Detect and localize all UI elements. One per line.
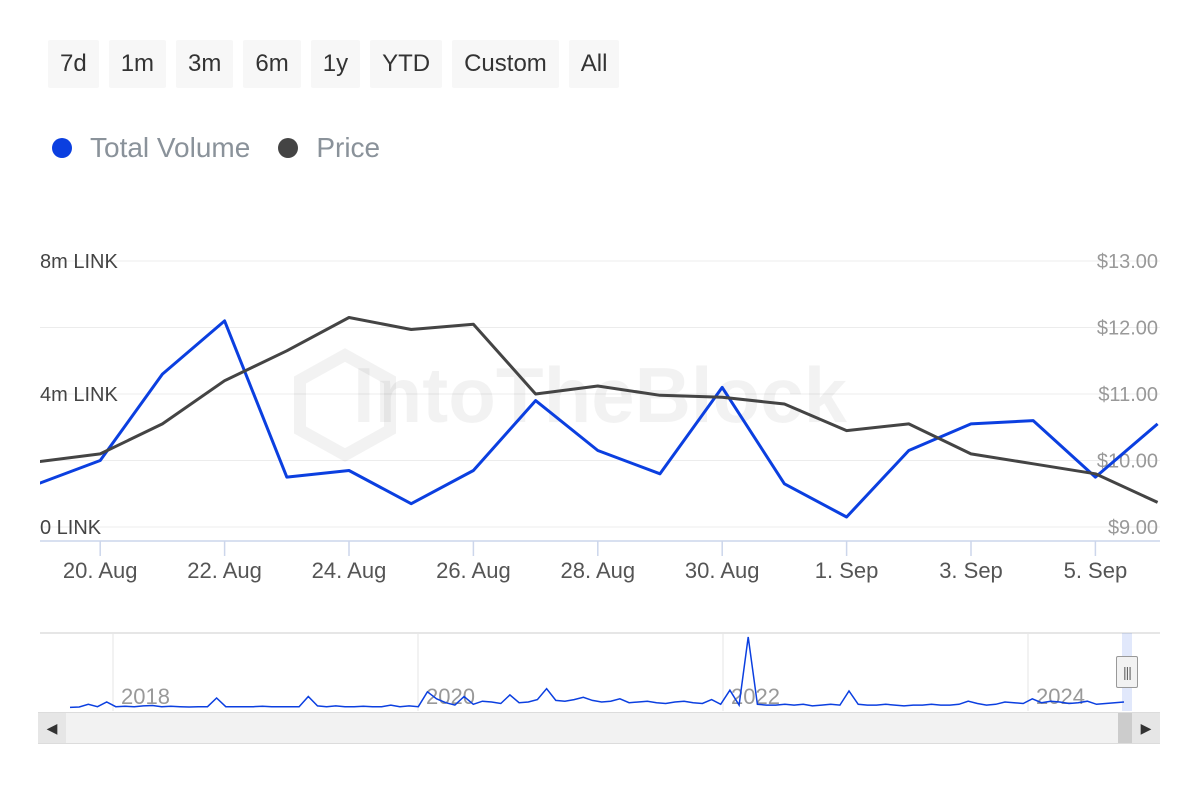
range-button-1y[interactable]: 1y <box>310 40 361 88</box>
range-button-3m[interactable]: 3m <box>176 40 234 88</box>
y-right-tick-label: $10.00 <box>1097 451 1158 473</box>
chart-legend: Total Volume Price <box>52 132 380 164</box>
x-tick-label: 3. Sep <box>939 558 1003 583</box>
price-dot-icon <box>278 138 299 158</box>
scroll-left-arrow-icon[interactable]: ◀ <box>38 713 66 743</box>
y-right-tick-label: $11.00 <box>1098 384 1158 406</box>
x-tick-label: 1. Sep <box>815 558 879 583</box>
range-button-6m[interactable]: 6m <box>243 40 301 88</box>
navigator-handle-grip-icon[interactable]: ||| <box>1116 656 1138 688</box>
y-right-tick-label: $12.00 <box>1097 318 1158 340</box>
series-line-total-volume <box>40 319 1159 519</box>
x-tick-label: 22. Aug <box>187 558 262 583</box>
y-right-tick-label: $9.00 <box>1108 517 1158 539</box>
series-line-price <box>40 316 1159 504</box>
scrollbar-thumb[interactable] <box>1118 713 1132 743</box>
x-tick-label: 24. Aug <box>312 558 387 583</box>
y-left-tick-label: 8m LINK <box>40 251 118 273</box>
x-tick-label: 30. Aug <box>685 558 760 583</box>
range-button-ytd[interactable]: YTD <box>370 40 443 88</box>
navigator-year-label: 2018 <box>121 684 170 709</box>
y-left-tick-label: 4m LINK <box>40 384 118 406</box>
range-button-all[interactable]: All <box>568 40 620 88</box>
legend-label-total-volume: Total Volume <box>90 132 251 163</box>
y-right-tick-label: $13.00 <box>1097 251 1158 273</box>
x-tick-label: 26. Aug <box>436 558 511 583</box>
watermark-text: IntoTheBlock <box>353 351 848 439</box>
range-selector: 7d 1m 3m 6m 1y YTD Custom All <box>48 40 620 88</box>
y-left-tick-label: 0 LINK <box>40 517 102 539</box>
range-button-custom[interactable]: Custom <box>452 40 559 88</box>
scroll-right-arrow-icon[interactable]: ▶ <box>1132 713 1160 743</box>
legend-item-price[interactable]: Price <box>278 132 380 164</box>
navigator-scrollbar[interactable]: ◀ ▶ <box>38 712 1160 744</box>
navigator-year-label: 2024 <box>1036 684 1085 709</box>
total-volume-dot-icon <box>52 138 72 158</box>
watermark-logo-icon <box>294 348 396 462</box>
range-button-1m[interactable]: 1m <box>108 40 167 88</box>
range-button-7d[interactable]: 7d <box>48 40 99 88</box>
x-tick-label: 20. Aug <box>63 558 138 583</box>
navigator-series-line <box>69 636 1125 709</box>
x-tick-label: 28. Aug <box>560 558 635 583</box>
legend-item-total-volume[interactable]: Total Volume <box>52 132 250 164</box>
x-tick-label: 5. Sep <box>1064 558 1128 583</box>
legend-label-price: Price <box>316 132 381 163</box>
